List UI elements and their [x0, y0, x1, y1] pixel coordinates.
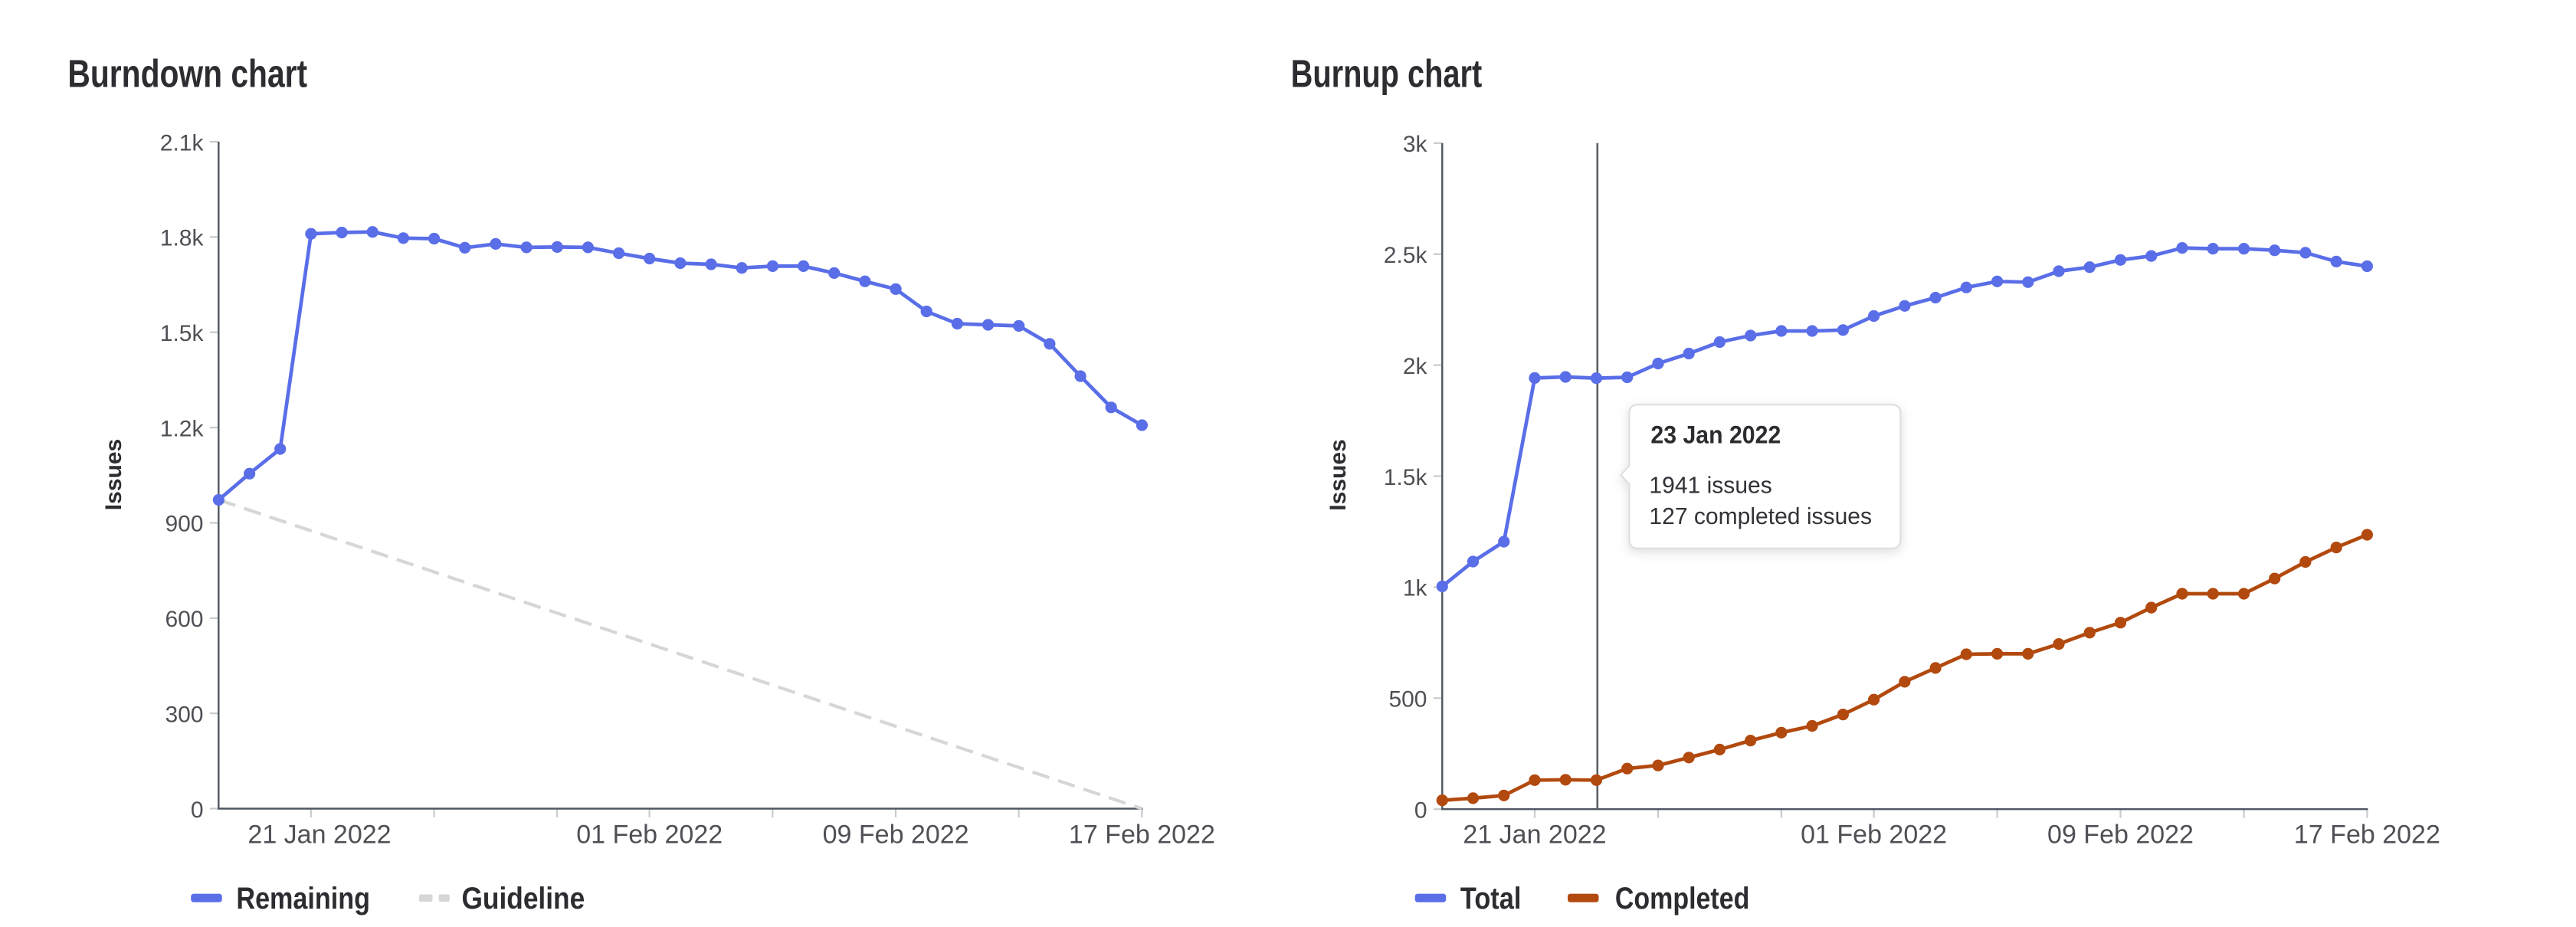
svg-text:17 Feb 2022: 17 Feb 2022	[2294, 821, 2440, 850]
svg-text:1.2k: 1.2k	[160, 416, 205, 441]
svg-text:127 completed issues: 127 completed issues	[1649, 503, 1872, 530]
svg-text:Remaining: Remaining	[236, 880, 370, 915]
svg-text:Burndown chart: Burndown chart	[67, 51, 307, 95]
svg-text:0: 0	[1414, 798, 1427, 824]
svg-text:23 Jan 2022: 23 Jan 2022	[1650, 421, 1781, 449]
svg-text:Issues: Issues	[1326, 439, 1351, 510]
svg-text:1.5k: 1.5k	[1384, 465, 1428, 490]
svg-text:21 Jan 2022: 21 Jan 2022	[247, 821, 391, 850]
svg-text:01 Feb 2022: 01 Feb 2022	[1801, 821, 1947, 850]
svg-text:3k: 3k	[1403, 132, 1428, 157]
svg-text:300: 300	[165, 702, 203, 727]
svg-text:Issues: Issues	[101, 439, 126, 510]
svg-text:900: 900	[165, 512, 203, 537]
svg-text:500: 500	[1388, 687, 1427, 712]
svg-text:Guideline: Guideline	[462, 881, 585, 916]
svg-text:21 Jan 2022: 21 Jan 2022	[1463, 821, 1606, 850]
svg-text:17 Feb 2022: 17 Feb 2022	[1069, 821, 1215, 850]
svg-text:09 Feb 2022: 09 Feb 2022	[2047, 821, 2194, 850]
svg-text:Completed: Completed	[1615, 880, 1749, 915]
svg-text:1941 issues: 1941 issues	[1649, 472, 1771, 499]
svg-text:0: 0	[191, 798, 204, 823]
svg-text:1.5k: 1.5k	[160, 321, 205, 346]
svg-text:600: 600	[165, 607, 203, 632]
svg-text:1.8k: 1.8k	[160, 226, 205, 251]
svg-text:Burnup chart: Burnup chart	[1291, 52, 1483, 96]
svg-text:1k: 1k	[1403, 576, 1428, 601]
svg-text:2.5k: 2.5k	[1384, 243, 1428, 268]
svg-text:2k: 2k	[1403, 354, 1428, 379]
svg-text:09 Feb 2022: 09 Feb 2022	[823, 821, 969, 850]
svg-text:01 Feb 2022: 01 Feb 2022	[576, 821, 723, 850]
svg-text:2.1k: 2.1k	[160, 130, 205, 156]
svg-text:Total: Total	[1460, 881, 1521, 916]
